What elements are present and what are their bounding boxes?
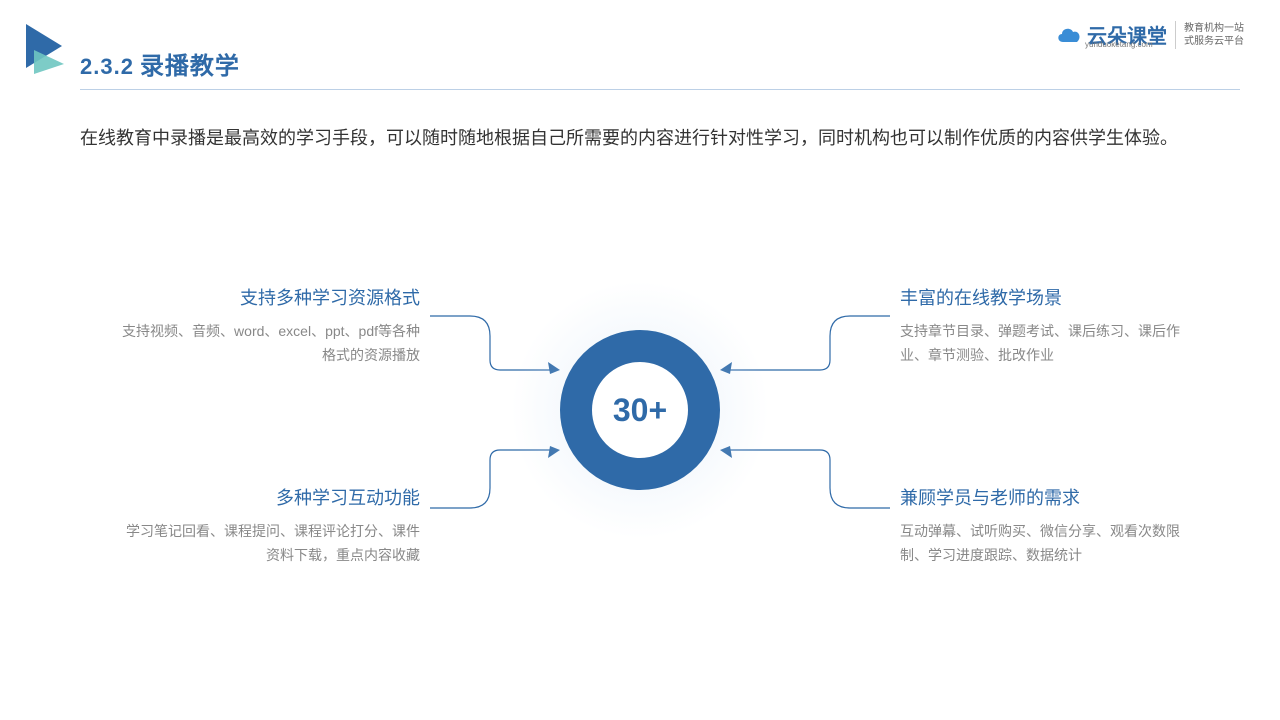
brand-logo: 云朵课堂 yunduoketang.com 教育机构一站式服务云平台 (1055, 20, 1244, 49)
feature-top-left: 支持多种学习资源格式 支持视频、音频、word、excel、ppt、pdf等各种… (120, 284, 420, 368)
intro-text: 在线教育中录播是最高效的学习手段，可以随时随地根据自己所需要的内容进行针对性学习… (80, 120, 1200, 156)
cloud-icon (1055, 24, 1083, 46)
feature-diagram: 30+ 支持多种学习资源格式 支持视频、音频、word、excel、ppt、pd… (0, 250, 1280, 670)
feature-title: 兼顾学员与老师的需求 (900, 484, 1200, 510)
feature-title: 多种学习互动功能 (120, 484, 420, 510)
feature-top-right: 丰富的在线教学场景 支持章节目录、弹题考试、课后练习、课后作业、章节测验、批改作… (900, 284, 1200, 368)
title-underline (80, 89, 1240, 90)
slide-header: 2.3.2录播教学 (80, 46, 1240, 90)
brand-tagline: 教育机构一站式服务云平台 (1184, 22, 1244, 48)
feature-title: 支持多种学习资源格式 (120, 284, 420, 310)
feature-desc: 学习笔记回看、课程提问、课程评论打分、课件资料下载，重点内容收藏 (120, 520, 420, 568)
feature-desc: 支持视频、音频、word、excel、ppt、pdf等各种格式的资源播放 (120, 320, 420, 368)
feature-desc: 互动弹幕、试听购买、微信分享、观看次数限制、学习进度跟踪、数据统计 (900, 520, 1200, 568)
section-number: 2.3.2 (80, 54, 134, 79)
play-icon (26, 24, 70, 79)
center-number: 30+ (613, 392, 667, 429)
feature-bottom-right: 兼顾学员与老师的需求 互动弹幕、试听购买、微信分享、观看次数限制、学习进度跟踪、… (900, 484, 1200, 568)
feature-desc: 支持章节目录、弹题考试、课后练习、课后作业、章节测验、批改作业 (900, 320, 1200, 368)
section-title: 录播教学 (140, 53, 240, 80)
feature-bottom-left: 多种学习互动功能 学习笔记回看、课程提问、课程评论打分、课件资料下载，重点内容收… (120, 484, 420, 568)
feature-title: 丰富的在线教学场景 (900, 284, 1200, 310)
logo-divider (1175, 21, 1176, 49)
